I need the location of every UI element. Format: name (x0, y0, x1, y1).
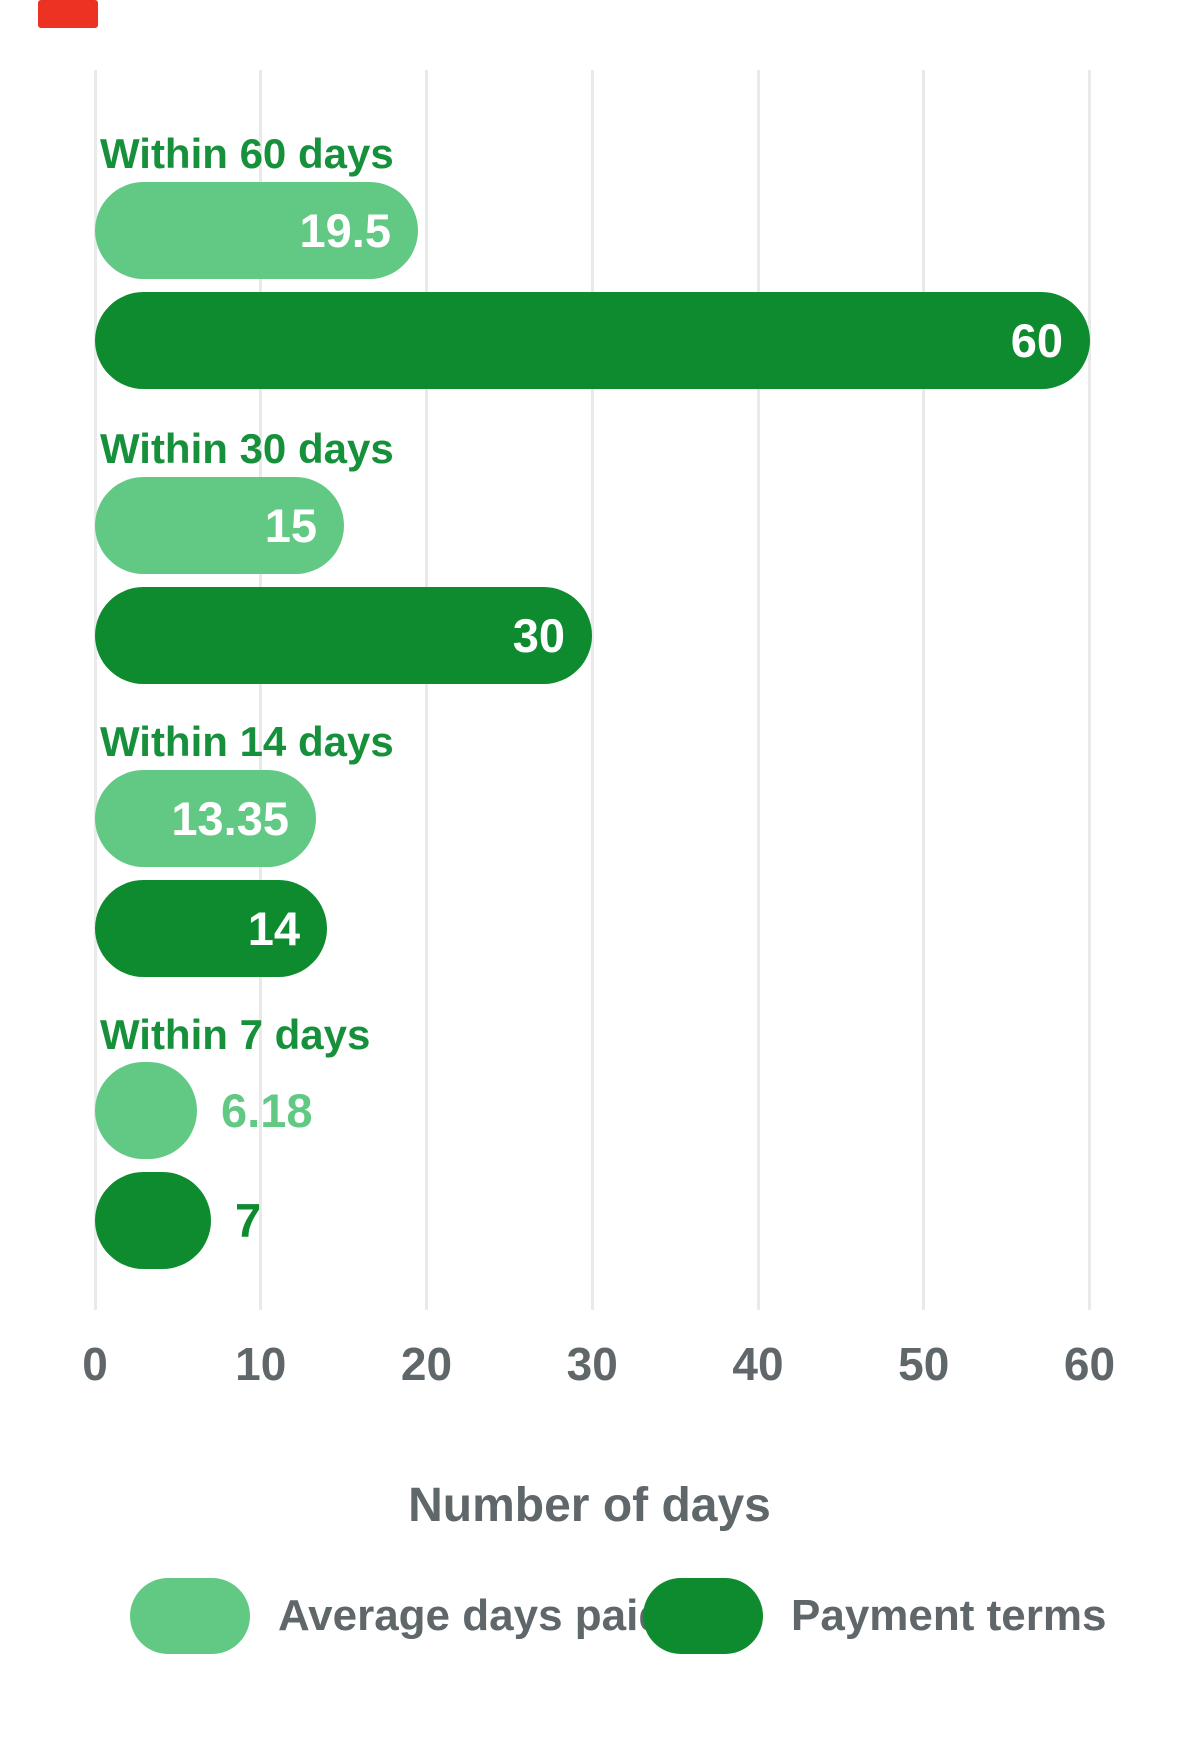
gridline-0 (93, 70, 97, 1310)
x-tick-20: 20 (400, 1338, 453, 1390)
bar-payment-terms-within-14-days[interactable]: 14 (95, 880, 327, 977)
legend-item-average-days-paid[interactable]: Average days paid (130, 1578, 665, 1654)
bar-average-days-paid-within-7-days[interactable] (95, 1062, 197, 1159)
bar-payment-terms-within-7-days[interactable] (95, 1172, 211, 1269)
x-tick-0: 0 (82, 1338, 108, 1390)
x-tick-40: 40 (732, 1338, 784, 1390)
x-tick-50: 50 (898, 1338, 950, 1390)
recording-indicator[interactable] (38, 0, 98, 28)
gridline-60 (1088, 70, 1091, 1310)
x-tick-30: 30 (566, 1338, 618, 1390)
category-label-within-14-days: Within 14 days (100, 718, 394, 765)
bar-average-days-paid-within-30-days[interactable]: 15 (95, 477, 344, 574)
bar-value-label: 15 (264, 499, 317, 552)
bar-value-label: 30 (512, 609, 565, 662)
legend-label-average-days-paid: Average days paid (278, 1591, 666, 1640)
x-tick-60: 60 (1063, 1338, 1116, 1390)
category-label-within-30-days: Within 30 days (100, 425, 394, 472)
bar-value-label: 13.35 (171, 792, 289, 845)
legend-item-payment-terms[interactable]: Payment terms (643, 1578, 1106, 1654)
bar-value-label: 7 (235, 1194, 262, 1247)
category-label-within-7-days: Within 7 days (100, 1011, 371, 1058)
category-label-within-60-days: Within 60 days (100, 130, 394, 177)
gridline-10 (259, 70, 263, 1310)
x-axis-title: Number of days (408, 1479, 771, 1532)
gridline-40 (756, 70, 760, 1310)
gridline-20 (425, 70, 428, 1310)
bar-value-label: 6.18 (221, 1084, 313, 1137)
bar-average-days-paid-within-14-days[interactable]: 13.35 (95, 770, 316, 867)
x-tick-10: 10 (235, 1338, 287, 1390)
bar-value-label: 60 (1010, 314, 1063, 367)
legend-label-payment-terms: Payment terms (791, 1591, 1107, 1640)
gridline-50 (922, 70, 926, 1310)
legend-swatch-payment-terms (643, 1578, 763, 1654)
legend-swatch-average-days-paid (130, 1578, 250, 1654)
bar-payment-terms-within-30-days[interactable]: 30 (95, 587, 592, 684)
gridline-30 (590, 70, 594, 1310)
bar-payment-terms-within-60-days[interactable]: 60 (95, 292, 1090, 389)
bar-value-label: 19.5 (299, 204, 391, 257)
bar-value-label: 14 (247, 902, 300, 955)
bar-average-days-paid-within-60-days[interactable]: 19.5 (95, 182, 418, 279)
